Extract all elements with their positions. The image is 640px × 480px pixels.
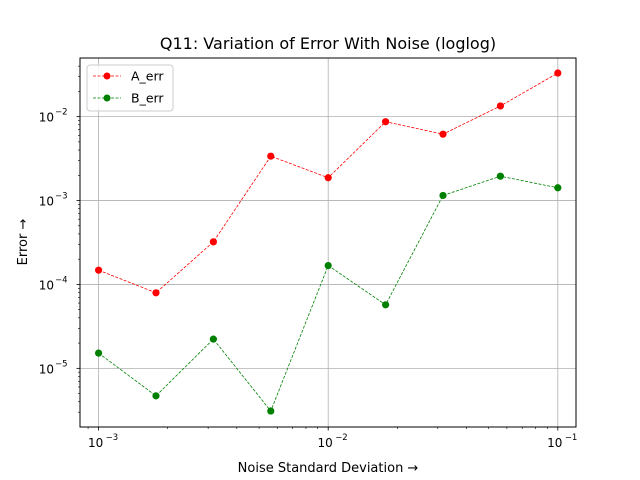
y-axis-label: Error → bbox=[16, 219, 31, 266]
y-tick-label: 10 bbox=[39, 278, 54, 292]
x-tick-exponent: −1 bbox=[565, 433, 578, 443]
chart-title: Q11: Variation of Error With Noise (logl… bbox=[160, 34, 496, 53]
legend-marker-b-err bbox=[103, 94, 111, 102]
minor-ticks bbox=[78, 65, 548, 429]
x-tick-exponent: −2 bbox=[335, 433, 348, 443]
data-point-b-err bbox=[439, 191, 447, 200]
data-point-b-err bbox=[324, 261, 332, 270]
data-point-b-err bbox=[496, 172, 505, 180]
data-point-b-err bbox=[267, 407, 275, 415]
y-tick-label: 10 bbox=[39, 111, 54, 125]
data-point-a-err bbox=[209, 238, 217, 246]
x-axis-label: Noise Standard Deviation → bbox=[238, 461, 419, 476]
x-tick-exponent: −3 bbox=[106, 433, 119, 443]
data-point-b-err bbox=[554, 184, 562, 192]
y-tick-label: 10 bbox=[39, 195, 54, 209]
data-point-b-err bbox=[381, 301, 390, 309]
grid bbox=[80, 58, 576, 427]
data-point-a-err bbox=[267, 152, 275, 160]
legend-label-b-err: B_err bbox=[131, 91, 164, 106]
data-point-a-err bbox=[554, 69, 562, 77]
data-point-b-err bbox=[94, 349, 103, 357]
data-point-a-err bbox=[324, 174, 332, 182]
x-tick-label: 10 bbox=[318, 436, 333, 450]
y-tick-exponent: −4 bbox=[55, 275, 68, 285]
data-point-a-err bbox=[381, 118, 390, 126]
data-point-b-err bbox=[209, 335, 217, 343]
data-point-a-err bbox=[439, 130, 447, 138]
data-point-a-err bbox=[152, 289, 160, 297]
legend-label-a-err: A_err bbox=[131, 69, 164, 84]
legend: A_err B_err bbox=[86, 64, 174, 112]
y-tick-exponent: −3 bbox=[55, 192, 68, 202]
data-point-a-err bbox=[94, 266, 103, 274]
y-tick-exponent: −5 bbox=[55, 359, 68, 369]
legend-marker-a-err bbox=[103, 72, 111, 80]
y-tick-label: 10 bbox=[39, 362, 54, 376]
y-tick-exponent: −2 bbox=[55, 108, 68, 118]
data-point-b-err bbox=[152, 392, 160, 400]
x-tick-label: 10 bbox=[88, 436, 103, 450]
series-lines bbox=[94, 69, 562, 415]
x-tick-label: 10 bbox=[547, 436, 562, 450]
tick-labels: 10 −3 10 −2 10 −110 −510 −410 −310 −2 bbox=[39, 108, 578, 450]
data-point-a-err bbox=[496, 102, 505, 110]
